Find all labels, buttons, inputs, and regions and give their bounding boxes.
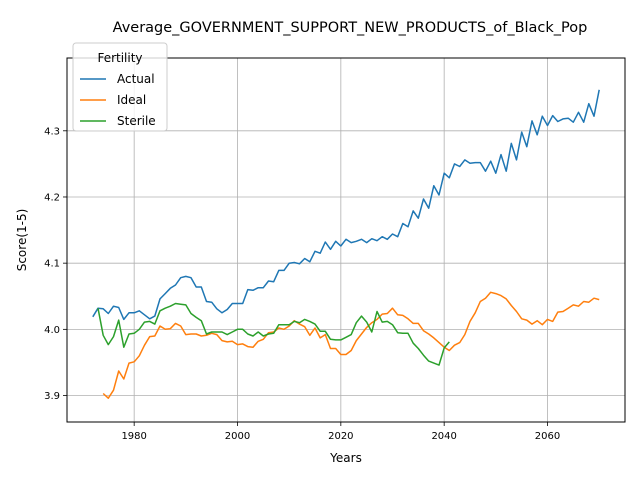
x-tick-label: 2040 xyxy=(431,431,456,442)
x-tick-label: 2060 xyxy=(535,431,560,442)
x-tick-label: 1980 xyxy=(121,431,146,442)
x-tick-label: 2000 xyxy=(225,431,250,442)
legend-label-sterile: Sterile xyxy=(117,114,156,128)
series-lines xyxy=(92,89,600,399)
y-tick-label: 3.9 xyxy=(44,391,60,402)
legend: Fertility Actual Ideal Sterile xyxy=(72,42,168,132)
chart-title: Average_GOVERNMENT_SUPPORT_NEW_PRODUCTS_… xyxy=(113,20,588,36)
series-line-sterile xyxy=(97,302,450,366)
legend-label-ideal: Ideal xyxy=(117,93,146,107)
y-tick-label: 4.2 xyxy=(44,192,60,203)
legend-box xyxy=(72,42,168,132)
y-axis: 3.9 4.0 4.1 4.2 4.3 xyxy=(44,126,67,402)
grid-lines xyxy=(67,58,625,422)
x-axis: 1980 2000 2020 2040 2060 xyxy=(121,422,560,442)
y-axis-label: Score(1-5) xyxy=(15,209,29,272)
y-tick-label: 4.0 xyxy=(44,325,60,336)
x-tick-label: 2020 xyxy=(328,431,353,442)
series-line-actual xyxy=(92,89,600,321)
plot-frame xyxy=(66,57,626,423)
series-line-ideal xyxy=(102,291,600,399)
y-tick-label: 4.1 xyxy=(44,259,60,270)
x-axis-label: Years xyxy=(329,451,362,465)
legend-title: Fertility xyxy=(97,51,142,65)
y-tick-label: 4.3 xyxy=(44,126,60,137)
legend-label-actual: Actual xyxy=(117,72,155,86)
